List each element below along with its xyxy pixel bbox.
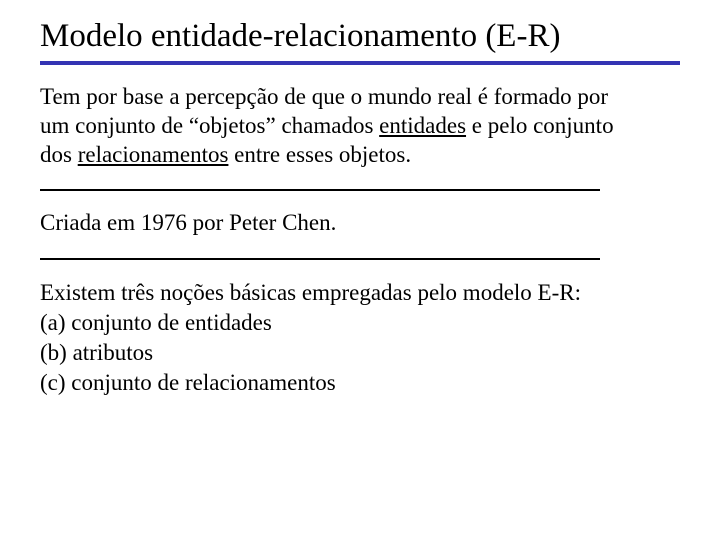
para3-item-a: (a) conjunto de entidades (40, 308, 680, 338)
para1-entidades: entidades (379, 113, 466, 138)
para3-intro: Existem três noções básicas empregadas p… (40, 278, 680, 308)
paragraph-1: Tem por base a percepção de que o mundo … (40, 83, 640, 169)
paragraph-3: Existem três noções básicas empregadas p… (40, 278, 680, 398)
page-title: Modelo entidade-relacionamento (E-R) (40, 18, 680, 55)
para3-item-c: (c) conjunto de relacionamentos (40, 368, 680, 398)
section-divider-2 (40, 258, 600, 260)
title-divider (40, 61, 680, 65)
para3-item-b: (b) atributos (40, 338, 680, 368)
para1-post: entre esses objetos. (228, 142, 411, 167)
section-divider-1 (40, 189, 600, 191)
para1-relacionamentos: relacionamentos (78, 142, 229, 167)
paragraph-2: Criada em 1976 por Peter Chen. (40, 209, 640, 238)
